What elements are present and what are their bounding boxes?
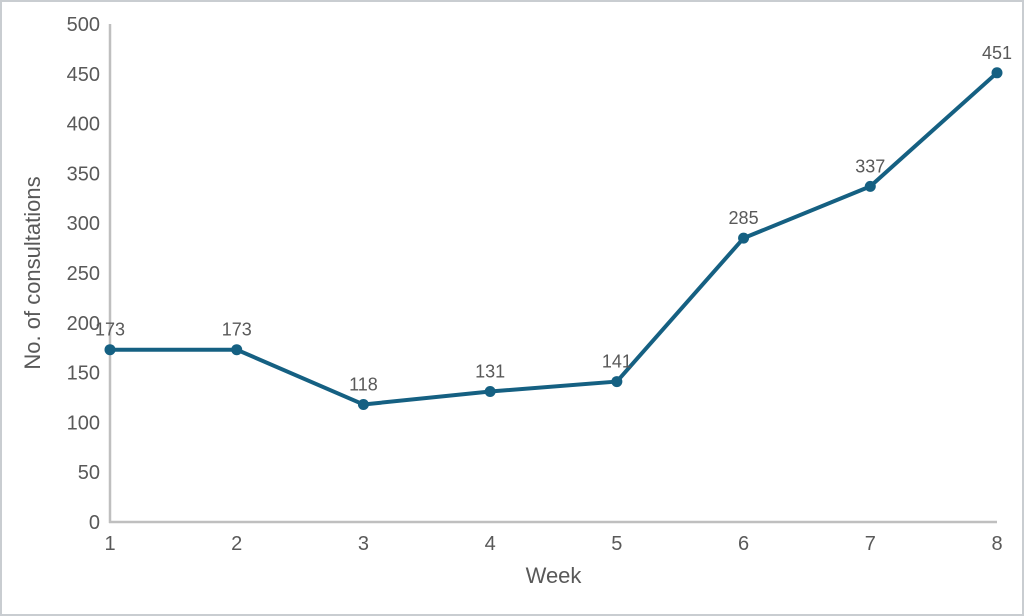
y-axis-tick-label: 250 xyxy=(67,263,100,285)
y-axis-tick-label: 500 xyxy=(67,14,100,36)
data-point-label: 451 xyxy=(982,43,1012,63)
x-axis-tick-label: 5 xyxy=(611,533,622,555)
data-point-label: 285 xyxy=(729,208,759,228)
y-axis-tick-label: 350 xyxy=(67,163,100,185)
y-axis-tick-label: 450 xyxy=(67,64,100,86)
data-point-marker xyxy=(738,232,750,244)
y-axis-tick-label: 200 xyxy=(67,313,100,335)
x-axis-tick-label: 3 xyxy=(358,533,369,555)
y-axis-tick-label: 0 xyxy=(89,512,100,534)
x-axis-tick-label: 1 xyxy=(104,533,115,555)
x-axis-tick-label: 4 xyxy=(485,533,496,555)
data-point-label: 131 xyxy=(475,362,505,382)
x-axis-tick-label: 2 xyxy=(231,533,242,555)
data-point-label: 141 xyxy=(602,352,632,372)
data-point-label: 337 xyxy=(855,156,885,176)
data-point-marker xyxy=(484,386,496,398)
data-point-marker xyxy=(991,67,1003,79)
x-axis-tick-label: 6 xyxy=(738,533,749,555)
data-point-marker xyxy=(104,344,116,356)
data-point-marker xyxy=(231,344,243,356)
y-axis-tick-label: 300 xyxy=(67,213,100,235)
y-axis-tick-label: 100 xyxy=(67,412,100,434)
x-axis-tick-label: 7 xyxy=(865,533,876,555)
y-axis-tick-label: 400 xyxy=(67,114,100,136)
data-point-marker xyxy=(611,376,623,388)
y-axis-tick-label: 150 xyxy=(67,363,100,385)
y-axis-title: No. of consultations xyxy=(20,176,45,369)
x-axis-tick-label: 8 xyxy=(991,533,1002,555)
data-point-label: 173 xyxy=(222,320,252,340)
data-point-label: 173 xyxy=(95,320,125,340)
data-point-label: 118 xyxy=(349,374,378,394)
x-axis-title: Week xyxy=(526,563,583,588)
data-point-marker xyxy=(357,398,369,410)
data-point-marker xyxy=(864,180,876,192)
series-line xyxy=(108,70,999,407)
y-axis-tick-label: 50 xyxy=(78,462,100,484)
